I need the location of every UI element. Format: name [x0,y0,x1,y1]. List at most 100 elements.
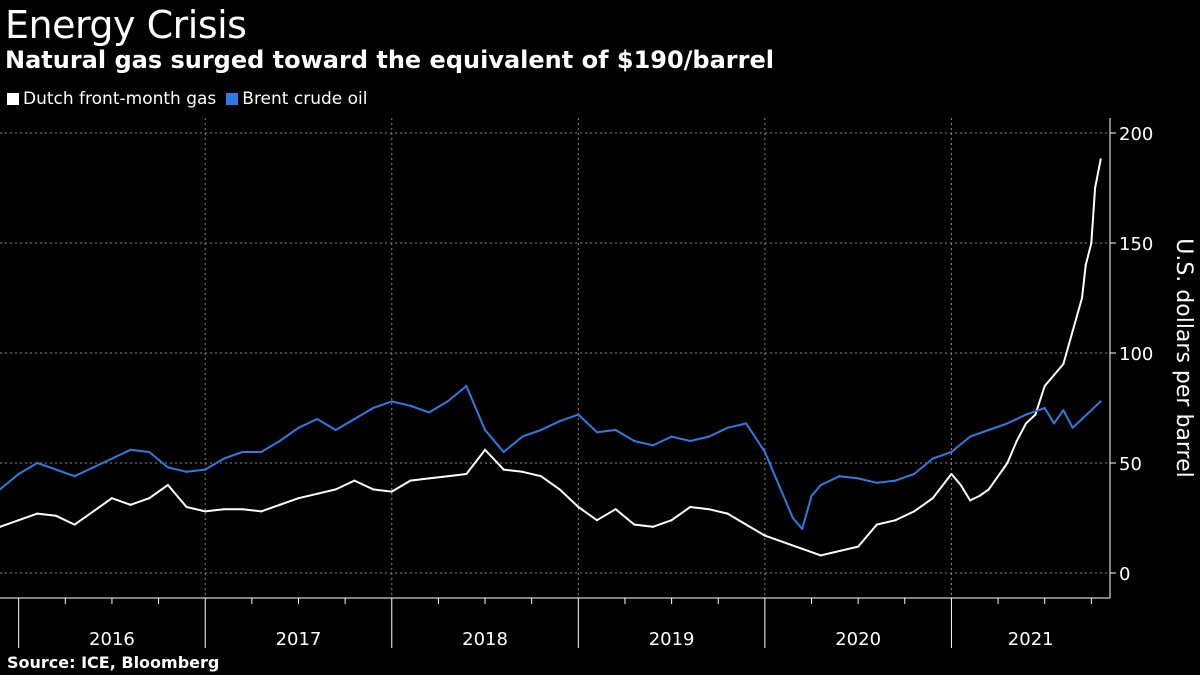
series-gas-segment [875,519,897,526]
series-oil-segment [36,462,57,471]
series-oil-segment [810,484,822,497]
series-gas-segment [726,512,748,526]
series-oil-segment [969,429,990,438]
series-gas-segment [614,508,636,526]
legend: Dutch front-month gas Brent crude oil [7,89,377,109]
series-oil-segment [689,435,710,442]
series-oil-segment [857,477,878,484]
data-point-oil [372,407,375,409]
series-oil-segment [390,400,412,407]
series-gas-segment [540,475,561,491]
data-point-gas [1090,242,1093,244]
data-point-gas [1071,330,1074,332]
series-gas-segment [1090,187,1097,244]
series-oil-segment [0,473,20,491]
data-point-oil [987,429,990,431]
series-oil-segment [409,404,431,414]
series-oil-segment [54,468,76,478]
series-oil-segment [1025,407,1046,416]
data-point-oil [260,451,263,453]
data-point-oil [129,448,132,451]
series-gas-segment [651,519,673,528]
series-oil-segment [166,466,188,473]
series-gas-segment [0,519,20,528]
data-point-oil [857,477,860,480]
data-point-gas [838,550,841,552]
series-oil-segment [428,400,449,414]
series-oil-segment [633,440,654,447]
series-gas-segment [428,475,449,480]
series-gas-segment [465,448,487,475]
series-oil-segment [931,451,953,460]
chart-title: Energy Crisis [5,3,247,47]
data-point-oil [110,457,113,460]
series-oil-segment [791,517,804,530]
series-oil-segment [1081,409,1093,420]
data-point-oil [316,418,319,420]
data-point-gas [92,510,95,513]
data-point-oil [763,451,766,453]
data-point-gas [54,514,57,517]
data-point-gas [1053,374,1056,376]
series-gas-segment [241,508,263,513]
data-point-gas [1006,462,1009,464]
series-oil-segment [763,451,785,497]
y-tick-label-200: 200 [1119,124,1153,145]
data-point-gas [1025,422,1028,425]
data-point-gas [1034,413,1037,416]
series-oil-segment [446,385,468,403]
data-point-gas [428,477,431,480]
data-point-gas [36,512,39,515]
data-point-gas [959,484,962,486]
data-point-gas [1084,264,1087,266]
data-point-gas [260,510,263,513]
series-gas-segment [689,506,710,511]
y-tick-label-50: 50 [1119,454,1142,475]
data-point-gas [372,488,375,491]
legend-item-oil: Brent crude oil [226,89,367,109]
series-oil-segment [17,462,39,475]
data-point-gas [1094,187,1097,189]
data-point-oil [92,466,95,469]
data-point-gas [446,475,449,478]
series-gas-segment [334,479,356,491]
series-gas-segment [707,508,729,515]
series-oil-segment [819,479,832,486]
series-gas-segment [372,488,393,493]
data-point-oil [465,385,468,387]
series-oil-segment [110,448,132,460]
series-gas-segment [1084,242,1093,266]
series-gas-segment [1006,440,1018,464]
data-point-gas [353,479,356,482]
series-gas-segment [959,484,972,502]
data-point-oil [1062,409,1065,412]
data-point-oil [595,431,598,434]
data-point-gas [763,534,766,537]
series-gas-segment [278,497,300,506]
series-gas-segment [502,468,524,473]
data-point-oil [782,495,785,497]
series-oil-segment [521,429,543,438]
data-point-gas [502,468,505,471]
data-point-gas [0,525,1,528]
data-point-oil [1053,422,1056,425]
data-point-oil [651,444,654,447]
data-point-gas [241,508,244,511]
series-gas-segment [1015,422,1028,442]
data-point-gas [875,523,878,526]
series-gas-segment [204,508,225,513]
series-oil-segment [782,495,794,519]
series-gas-segment [595,508,617,522]
series-gas-segment [166,484,188,508]
series-oil-segment [260,440,281,453]
data-point-gas [1043,385,1046,387]
series-oil-segment [278,426,300,442]
data-point-gas [204,510,207,513]
source-note: Source: ICE, Bloomberg [7,653,220,672]
data-point-gas [978,495,981,497]
data-point-oil [1025,413,1028,416]
data-point-gas [857,545,860,548]
data-point-gas [484,448,487,451]
data-point-oil [521,435,524,438]
series-gas-segment [92,497,113,513]
